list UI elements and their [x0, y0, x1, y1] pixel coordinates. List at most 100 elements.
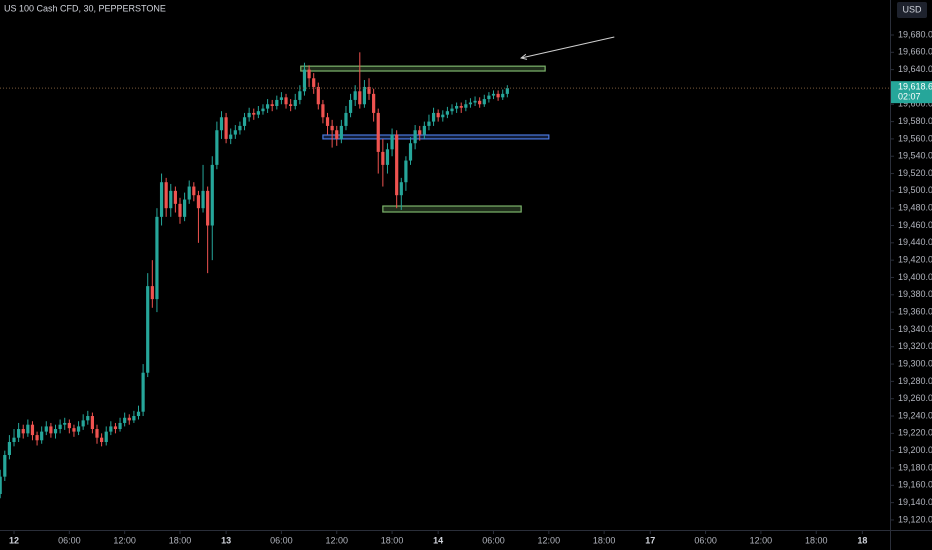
y-tick-label: 19,140.0 [898, 497, 932, 507]
chart-title: US 100 Cash CFD, 30, PEPPERSTONE [4, 3, 166, 13]
y-tick-label: 19,460.0 [898, 220, 932, 230]
candle-body [196, 195, 201, 209]
candle-body [367, 86, 371, 94]
candle-body [72, 428, 76, 432]
candle-body [173, 190, 177, 204]
candle-body [358, 91, 362, 105]
candle-body [95, 429, 99, 438]
candle-body [459, 106, 463, 108]
candle-body [210, 164, 214, 226]
candle-body [127, 417, 131, 421]
candle-body [150, 286, 154, 300]
candle-body [330, 125, 334, 131]
candle-body [501, 93, 505, 98]
y-tick-label: 19,200.0 [898, 445, 932, 455]
x-tick-label: 06:00 [270, 535, 293, 545]
candle-body [242, 117, 247, 126]
candle-body [247, 112, 251, 118]
candle-body [219, 117, 224, 131]
y-tick-label: 19,660.0 [898, 47, 932, 57]
y-tick-label: 19,120.0 [898, 514, 932, 524]
candle-body [335, 130, 339, 139]
candle-body [40, 431, 44, 441]
candle-body [35, 435, 39, 441]
y-tick-label: 19,320.0 [898, 341, 932, 351]
y-tick-label: 19,680.0 [898, 29, 932, 39]
candle-body [0, 476, 2, 494]
candle-body [146, 286, 150, 373]
candle-body [201, 190, 205, 209]
candle-body [478, 100, 482, 105]
candle-body [118, 422, 122, 430]
candle-body [302, 69, 307, 92]
x-tick-label: 18 [857, 535, 867, 545]
candle-body [44, 426, 48, 432]
y-tick-label: 19,280.0 [898, 376, 932, 386]
candle-body [270, 104, 274, 106]
x-tick-label: 12:00 [325, 535, 348, 545]
candle-body [136, 411, 141, 417]
candle-body [482, 99, 486, 105]
candle-body [132, 416, 136, 421]
candle-body [63, 422, 67, 425]
candle-body [445, 111, 449, 115]
y-tick-label: 19,540.0 [898, 151, 932, 161]
candle-body [53, 429, 58, 434]
candle-body [86, 416, 90, 421]
candle-body [385, 149, 390, 165]
candle-body [275, 99, 279, 106]
candle-body [183, 199, 187, 217]
candle-body [141, 372, 145, 412]
candle-body [67, 422, 71, 429]
plot [0, 36, 615, 499]
x-tick-label: 06:00 [694, 535, 717, 545]
candle-body [81, 420, 85, 427]
currency-button[interactable] [897, 2, 927, 18]
candle-body [76, 426, 81, 432]
candle-body [362, 86, 367, 105]
y-tick-label: 19,400.0 [898, 272, 932, 282]
candle-body [155, 216, 159, 300]
x-tick-label: 06:00 [482, 535, 505, 545]
candle-body [427, 121, 431, 126]
candle-body [238, 125, 242, 131]
y-tick-label: 19,260.0 [898, 393, 932, 403]
y-tick-label: 19,300.0 [898, 358, 932, 368]
candle-body [159, 182, 164, 217]
candle-body [3, 455, 7, 477]
x-tick-label: 17 [645, 535, 655, 545]
candle-body [169, 190, 173, 209]
candle-body [100, 437, 104, 443]
candle-body [265, 104, 270, 109]
x-tick-label: 18:00 [169, 535, 192, 545]
candle-body [316, 86, 320, 105]
candle-body [178, 203, 182, 217]
candle-body [261, 108, 265, 112]
candle-body [395, 134, 399, 196]
y-tick-label: 19,340.0 [898, 324, 932, 334]
candle-body [293, 99, 297, 106]
candle-body [468, 102, 473, 105]
candle-body [399, 182, 403, 196]
x-tick-label: 13 [221, 535, 231, 545]
candle-body [505, 88, 509, 94]
candle-body [30, 424, 35, 436]
y-tick-label: 19,440.0 [898, 237, 932, 247]
candle-body [312, 78, 316, 87]
x-tick-label: 18:00 [381, 535, 404, 545]
candle-body [381, 151, 385, 165]
zone [382, 205, 522, 213]
arrow [521, 36, 615, 59]
zone [322, 134, 550, 140]
candle-body [325, 117, 330, 126]
x-tick-label: 12:00 [750, 535, 773, 545]
candle-body [109, 426, 113, 432]
currency-label[interactable]: USD [902, 4, 922, 14]
candle-body [206, 190, 210, 226]
candle-body [491, 93, 496, 96]
zone [300, 65, 546, 72]
last-price-label: 19,618.6 [898, 82, 932, 92]
countdown-label: 02:07 [898, 92, 921, 102]
candle-body [256, 111, 260, 115]
